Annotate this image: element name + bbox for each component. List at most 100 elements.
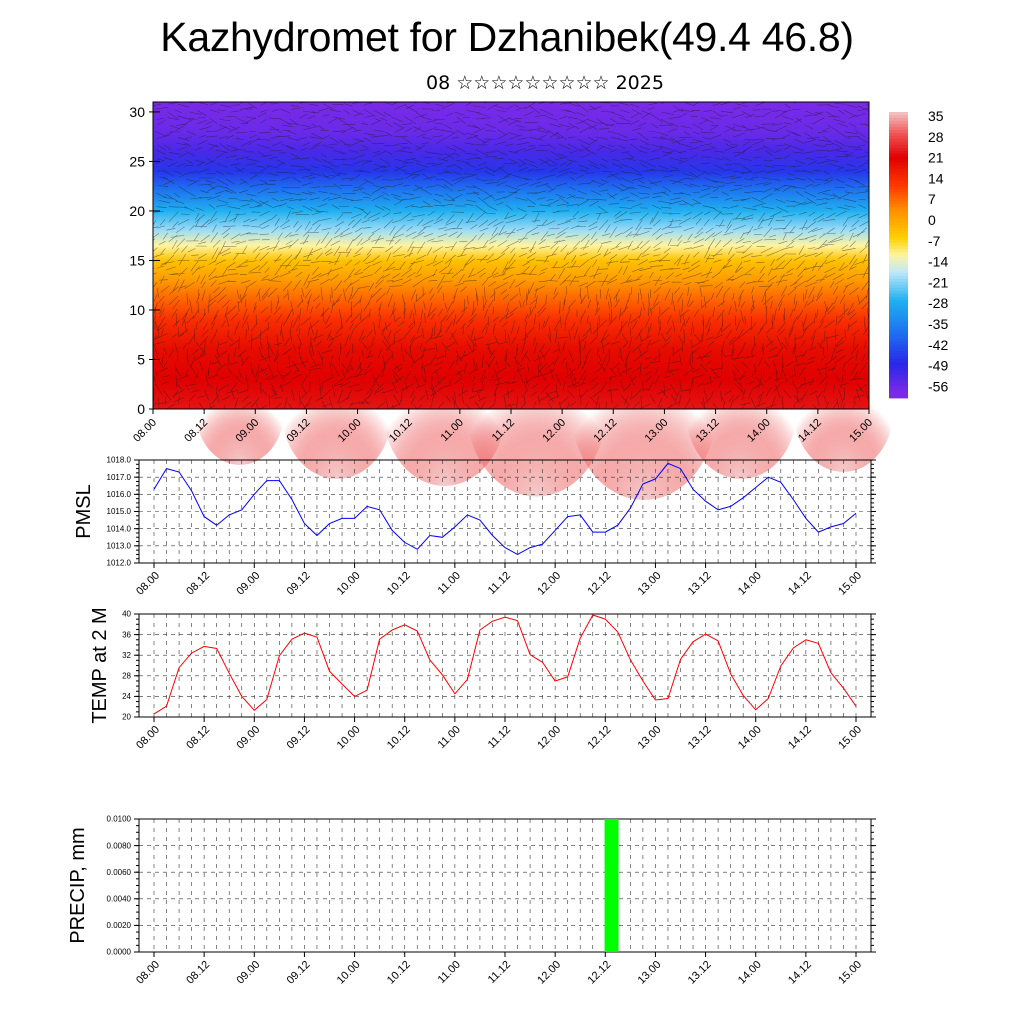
colorbar-band [889,275,908,280]
colorbar-band [889,314,908,318]
colorbar-band [889,183,908,187]
colorbar-band [889,129,908,134]
colorbar-label: -14 [928,254,948,270]
colorbar-band [889,243,908,247]
xtick-label: 08.12 [184,724,212,752]
xtick-label: 12.12 [585,959,613,987]
xtick-label: 13.12 [686,959,714,987]
xtick-label: 15.00 [836,724,864,752]
ytick-label: 0.0020 [107,921,132,930]
colorbar-band [889,341,908,345]
colorbar-band [889,120,908,125]
colorbar-label: -49 [928,358,948,374]
xtick-label: 10.00 [335,570,363,598]
colorbar-band [889,234,908,238]
colorbar-band [889,204,908,208]
ytick-label: 0.0080 [107,841,132,850]
colorbar-band [889,359,908,363]
xtick-label: 11.00 [436,570,463,597]
colorbar-label: -35 [928,316,948,332]
ytick-label: 1015.0 [107,507,132,516]
xtick-label: 14.12 [786,724,814,752]
colorbar-band [889,284,908,289]
colorbar-band [889,368,908,372]
wind-barbs [153,102,869,409]
colorbar-band [889,389,908,393]
colorbar: 35 28 21 14 7 0 -7 -14 -21 -28 -35 -42 -49 -56 [889,108,948,399]
colorbar-label: 7 [928,191,936,207]
colorbar-band [889,308,908,313]
xtick-label: 12.00 [535,724,563,752]
xtick-label: 09.00 [234,570,262,598]
colorbar-band [889,290,908,295]
xtick-label: 11.12 [486,570,513,597]
colorbar-band [889,156,908,161]
colorbar-label: -28 [928,295,948,311]
xtick-label: 08.12 [184,570,212,598]
colorbar-band [889,198,908,202]
colorbar-band [889,174,908,178]
colorbar-band [889,177,908,181]
xtick-label: 15.00 [836,959,864,987]
heatmap-ytick-label: 25 [129,153,145,169]
xtick-label: 10.00 [335,724,363,752]
heatmap-ytick-label: 0 [137,401,145,417]
colorbar-band [889,219,908,223]
colorbar-band [889,278,908,283]
colorbar-band [889,114,908,119]
colorbar-label: 0 [928,212,936,228]
colorbar-band [889,123,908,128]
colorbar-band [889,159,908,164]
colorbar-band [889,317,908,321]
colorbar-band [889,299,908,304]
colorbar-band [889,386,908,390]
colorbar-band [889,112,908,116]
xtick-label: 08.00 [134,724,162,752]
xtick-label: 13.12 [686,724,714,752]
colorbar-label: -42 [928,337,948,353]
colorbar-band [889,281,908,286]
xtick-label: 08.00 [134,959,162,987]
xtick-label: 14.00 [736,724,764,752]
colorbar-label: 28 [928,129,944,145]
xtick-label: 10.00 [335,959,363,987]
colorbar-band [889,335,908,339]
colorbar-band [889,201,908,205]
xtick-label: 13.00 [636,959,664,987]
colorbar-band [889,222,908,226]
ytick-label: 32 [122,651,131,660]
xtick-label: 14.12 [786,959,814,987]
colorbar-label: 35 [928,108,944,124]
colorbar-band [889,252,908,256]
colorbar-band [889,141,908,146]
xtick-label: 12.12 [585,724,613,752]
colorbar-band [889,338,908,342]
colorbar-band [889,269,908,274]
xtick-label: 09.00 [234,959,262,987]
ytick-label: 1018.0 [107,456,132,465]
ytick-label: 24 [122,692,131,701]
ytick-label: 1016.0 [107,490,132,499]
xtick-label: 14.00 [736,570,764,598]
xtick-label: 10.12 [385,570,413,598]
heatmap-ytick-label: 20 [129,203,145,219]
colorbar-band [889,323,908,327]
colorbar-band [889,207,908,211]
xtick-label: 11.00 [436,959,463,986]
series-line [153,462,857,555]
colorbar-band [889,135,908,140]
ytick-label: 20 [122,713,131,722]
colorbar-band [889,144,908,149]
ytick-label: 0.0060 [107,868,132,877]
colorbar-band [889,189,908,193]
colorbar-band [889,287,908,292]
colorbar-band [889,117,908,122]
ytick-label: 28 [122,671,131,680]
temp-panel: 20 24 28 32 36 40 08.00 08.12 09.00 09.12 10.00 10.… [89,607,876,752]
colorbar-band [889,332,908,336]
precip-panel: 0.0000 0.0020 0.0040 0.0060 0.0080 0.0100 08.0… [67,815,876,987]
colorbar-band [889,266,908,271]
xtick-label: 13.00 [636,570,664,598]
colorbar-band [889,186,908,190]
